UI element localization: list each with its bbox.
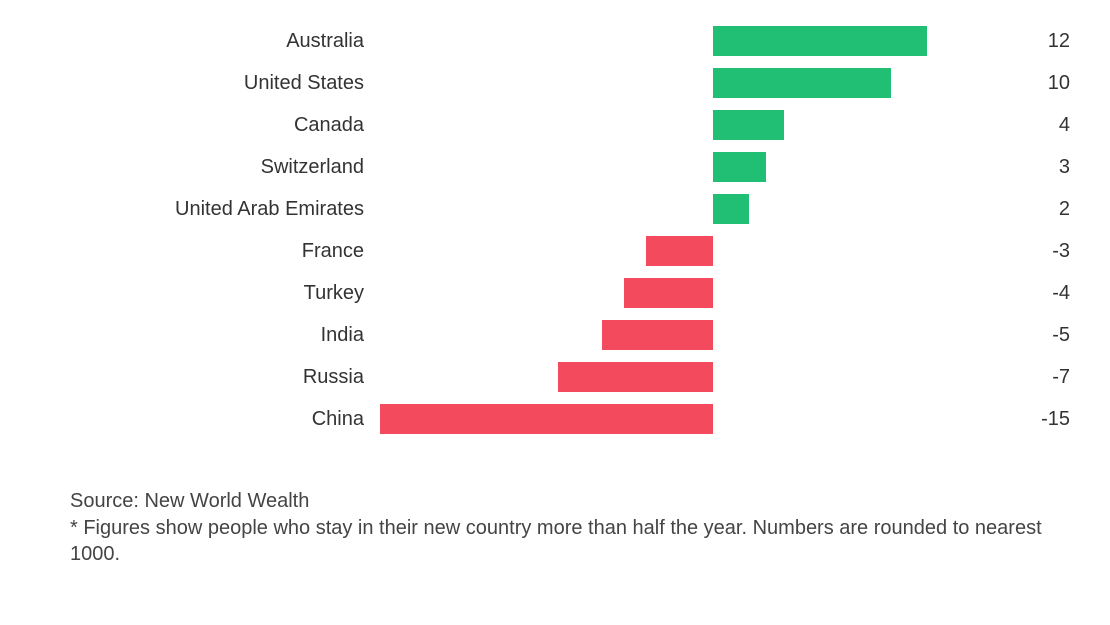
bar-area <box>380 320 990 350</box>
bar <box>380 404 713 434</box>
chart-row: Russia -7 <box>40 356 1070 398</box>
footnotes: Source: New World Wealth * Figures show … <box>40 490 1070 567</box>
chart-row: United Arab Emirates 2 <box>40 188 1070 230</box>
value-label: 12 <box>990 30 1070 53</box>
footnote-text: * Figures show people who stay in their … <box>70 515 1050 567</box>
bar <box>713 110 784 140</box>
value-label: 4 <box>990 114 1070 137</box>
bar-area <box>380 236 990 266</box>
source-text: Source: New World Wealth <box>70 490 1070 513</box>
country-label: Australia <box>40 30 380 53</box>
bar <box>713 26 927 56</box>
bar-area <box>380 194 990 224</box>
chart-row: Canada 4 <box>40 104 1070 146</box>
value-label: 2 <box>990 198 1070 221</box>
country-label: Switzerland <box>40 156 380 179</box>
chart-row: Turkey -4 <box>40 272 1070 314</box>
bar-area <box>380 362 990 392</box>
diverging-bar-chart: Australia 12 United States 10 Canada 4 Switzer… <box>40 20 1070 440</box>
bar-area <box>380 110 990 140</box>
bar-area <box>380 404 990 434</box>
country-label: China <box>40 408 380 431</box>
bar <box>624 278 713 308</box>
bar-area <box>380 68 990 98</box>
bar <box>646 236 713 266</box>
bar <box>713 152 766 182</box>
bar <box>713 194 749 224</box>
value-label: -5 <box>990 324 1070 347</box>
chart-row: France -3 <box>40 230 1070 272</box>
country-label: Turkey <box>40 282 380 305</box>
country-label: India <box>40 324 380 347</box>
value-label: -3 <box>990 240 1070 263</box>
chart-row: Australia 12 <box>40 20 1070 62</box>
chart-row: China -15 <box>40 398 1070 440</box>
country-label: United States <box>40 72 380 95</box>
value-label: -4 <box>990 282 1070 305</box>
bar <box>558 362 713 392</box>
value-label: -7 <box>990 366 1070 389</box>
bar <box>713 68 891 98</box>
bar-area <box>380 152 990 182</box>
bar-area <box>380 26 990 56</box>
chart-row: Switzerland 3 <box>40 146 1070 188</box>
country-label: Canada <box>40 114 380 137</box>
bar <box>602 320 713 350</box>
value-label: 10 <box>990 72 1070 95</box>
country-label: United Arab Emirates <box>40 198 380 221</box>
value-label: -15 <box>990 408 1070 431</box>
value-label: 3 <box>990 156 1070 179</box>
country-label: France <box>40 240 380 263</box>
bar-area <box>380 278 990 308</box>
country-label: Russia <box>40 366 380 389</box>
chart-row: United States 10 <box>40 62 1070 104</box>
chart-row: India -5 <box>40 314 1070 356</box>
